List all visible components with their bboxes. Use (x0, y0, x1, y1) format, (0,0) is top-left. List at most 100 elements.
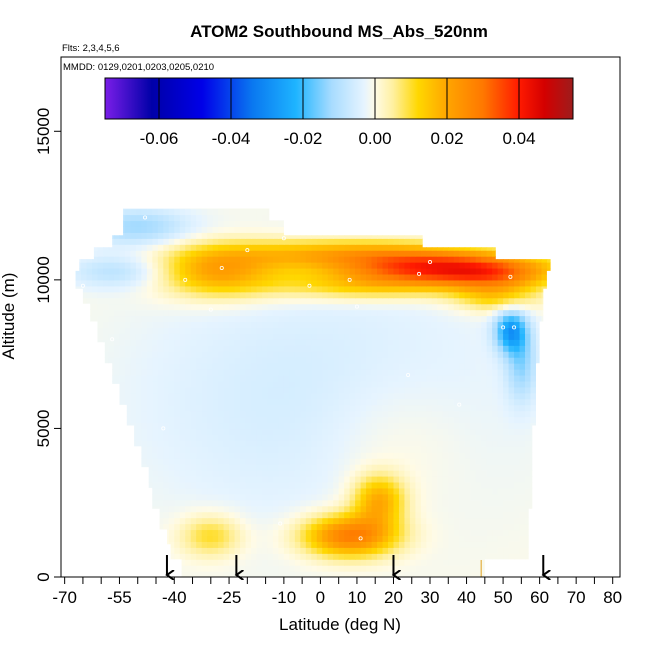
heatmap-cell (535, 487, 543, 495)
heatmap-cell (196, 452, 203, 459)
heatmap-cell (223, 523, 230, 531)
heatmap-cell (207, 363, 214, 370)
heatmap-cell (65, 440, 71, 447)
heatmap-cell (130, 452, 137, 459)
heatmap-cell (196, 279, 203, 287)
heatmap-cell (546, 392, 551, 400)
heatmap-cell (108, 291, 115, 299)
heatmap-cell (519, 333, 526, 340)
heatmap-cell (75, 487, 77, 495)
heatmap-cell (261, 422, 269, 430)
heatmap-cell (294, 464, 301, 471)
heatmap-cell (152, 434, 159, 441)
heatmap-cell (398, 428, 406, 435)
heatmap-cell (163, 529, 170, 536)
heatmap-cell (404, 285, 411, 293)
heatmap-cell (207, 458, 214, 465)
heatmap-cell (503, 279, 510, 287)
heatmap-cell (294, 250, 301, 257)
heatmap-cell (185, 345, 192, 352)
heatmap-cell (65, 506, 71, 513)
heatmap-cell (294, 434, 301, 441)
heatmap-cell (316, 339, 323, 346)
heatmap-cell (75, 434, 82, 441)
heatmap-cell (327, 535, 334, 542)
heatmap-cell (486, 481, 493, 489)
heatmap-cell (404, 511, 411, 519)
heatmap-cell (322, 475, 329, 483)
heatmap-cell (135, 297, 142, 305)
heatmap-cell (492, 529, 499, 536)
heatmap-cell (185, 250, 192, 257)
heatmap-cell (207, 321, 214, 328)
heatmap-cell (322, 446, 329, 453)
heatmap-cell (442, 475, 449, 483)
heatmap-cell (141, 327, 148, 334)
heatmap-cell (508, 267, 515, 275)
heatmap-cell (261, 470, 269, 477)
heatmap-cell (448, 386, 455, 394)
heatmap-cell (218, 452, 225, 459)
heatmap-cell (179, 422, 186, 430)
heatmap-cell (442, 374, 449, 382)
heatmap-cell (552, 518, 558, 525)
heatmap-cell (322, 517, 329, 525)
heatmap-cell (245, 547, 252, 554)
heatmap-cell (113, 369, 121, 376)
heatmap-cell (81, 357, 88, 364)
heatmap-cell (65, 327, 71, 334)
heatmap-cell (272, 475, 279, 483)
heatmap-cell (327, 565, 334, 572)
heatmap-cell (108, 392, 115, 400)
heatmap-cell (409, 428, 416, 435)
heatmap-cell (283, 380, 290, 388)
heatmap-cell (415, 303, 422, 311)
heatmap-cell (508, 262, 515, 269)
heatmap-cell (349, 256, 356, 263)
heatmap-cell (278, 446, 285, 453)
heatmap-cell (81, 386, 88, 394)
heatmap-cell (152, 273, 159, 281)
heatmap-cell (492, 541, 499, 548)
heatmap-cell (240, 351, 247, 358)
heatmap-cell (558, 345, 564, 352)
heatmap-cell (459, 440, 466, 447)
heatmap-cell (223, 422, 230, 430)
heatmap-cell (119, 398, 126, 406)
heatmap-cell (492, 553, 499, 560)
heatmap-cell (519, 505, 526, 513)
heatmap-cell (349, 464, 356, 471)
heatmap-cell (453, 380, 460, 388)
heatmap-cell (311, 464, 318, 471)
heatmap-cell (393, 339, 400, 346)
heatmap-cell (420, 559, 427, 566)
heatmap-cell (179, 523, 186, 531)
heatmap-cell (218, 571, 225, 577)
heatmap-cell (75, 345, 82, 352)
heatmap-cell (371, 351, 378, 358)
heatmap-cell (267, 315, 274, 323)
heatmap-cell (119, 470, 126, 477)
heatmap-cell (311, 369, 318, 376)
heatmap-cell (240, 291, 247, 299)
heatmap-cell (344, 446, 351, 453)
heatmap-cell (541, 499, 548, 507)
heatmap-cell (168, 529, 175, 536)
heatmap-cell (355, 428, 362, 435)
heatmap-cell (108, 416, 115, 424)
heatmap-cell (212, 363, 219, 370)
heatmap-cell (146, 565, 153, 572)
heatmap-cell (65, 524, 71, 531)
heatmap-cell (108, 428, 115, 435)
heatmap-cell (448, 369, 455, 376)
heatmap-cell (135, 392, 142, 400)
heatmap-cell (75, 458, 77, 465)
heatmap-cell (152, 529, 159, 536)
heatmap-cell (355, 398, 362, 406)
heatmap-cell (305, 529, 312, 536)
heatmap-cell (179, 410, 186, 418)
heatmap-cell (398, 470, 406, 477)
heatmap-cell (113, 250, 121, 257)
heatmap-cell (240, 327, 247, 334)
heatmap-cell (525, 529, 532, 536)
